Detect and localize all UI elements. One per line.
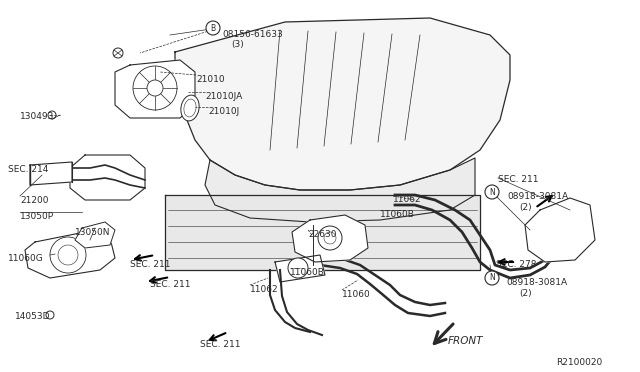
Circle shape (50, 237, 86, 273)
Polygon shape (292, 215, 368, 262)
Circle shape (113, 48, 123, 58)
Text: 21010J: 21010J (208, 107, 239, 116)
Text: 08156-61633: 08156-61633 (222, 30, 283, 39)
Text: 21010JA: 21010JA (205, 92, 243, 101)
Polygon shape (75, 222, 115, 248)
Text: 11060B: 11060B (290, 268, 325, 277)
Ellipse shape (181, 95, 199, 121)
Polygon shape (525, 198, 595, 262)
Text: (2): (2) (519, 203, 532, 212)
Text: 11060G: 11060G (8, 254, 44, 263)
Text: 11060B: 11060B (380, 210, 415, 219)
Polygon shape (165, 195, 480, 270)
Text: 11060: 11060 (342, 290, 371, 299)
Polygon shape (115, 60, 195, 118)
Ellipse shape (184, 99, 196, 117)
Text: SEC. 278: SEC. 278 (496, 260, 536, 269)
Text: 08918-3081A: 08918-3081A (507, 192, 568, 201)
Circle shape (147, 80, 163, 96)
Text: N: N (489, 187, 495, 196)
Circle shape (48, 111, 56, 119)
Polygon shape (175, 18, 510, 190)
Text: FRONT: FRONT (448, 336, 483, 346)
Polygon shape (70, 155, 145, 200)
Text: SEC. 211: SEC. 211 (130, 260, 170, 269)
Text: 08918-3081A: 08918-3081A (506, 278, 567, 287)
Text: R2100020: R2100020 (556, 358, 602, 367)
Polygon shape (25, 232, 115, 278)
Text: 21200: 21200 (20, 196, 49, 205)
Text: SEC. 214: SEC. 214 (8, 165, 49, 174)
Text: 11062: 11062 (393, 195, 422, 204)
Text: B: B (211, 23, 216, 32)
Text: (3): (3) (231, 40, 244, 49)
Circle shape (318, 226, 342, 250)
Text: N: N (489, 273, 495, 282)
Circle shape (288, 258, 308, 278)
Circle shape (485, 185, 499, 199)
Text: 11062: 11062 (250, 285, 278, 294)
Text: SEC. 211: SEC. 211 (498, 175, 538, 184)
Circle shape (58, 245, 78, 265)
Polygon shape (30, 162, 72, 185)
Circle shape (46, 311, 54, 319)
Text: (2): (2) (519, 289, 532, 298)
Text: 22630: 22630 (308, 230, 337, 239)
Text: 14053D: 14053D (15, 312, 51, 321)
Circle shape (485, 271, 499, 285)
Circle shape (324, 232, 336, 244)
Circle shape (206, 21, 220, 35)
Text: 13050P: 13050P (20, 212, 54, 221)
Text: SEC. 211: SEC. 211 (150, 280, 191, 289)
Polygon shape (205, 158, 475, 222)
Text: SEC. 211: SEC. 211 (200, 340, 241, 349)
Text: 13050N: 13050N (75, 228, 111, 237)
Polygon shape (275, 255, 325, 282)
Text: 21010: 21010 (196, 75, 225, 84)
Text: 130493: 130493 (20, 112, 54, 121)
